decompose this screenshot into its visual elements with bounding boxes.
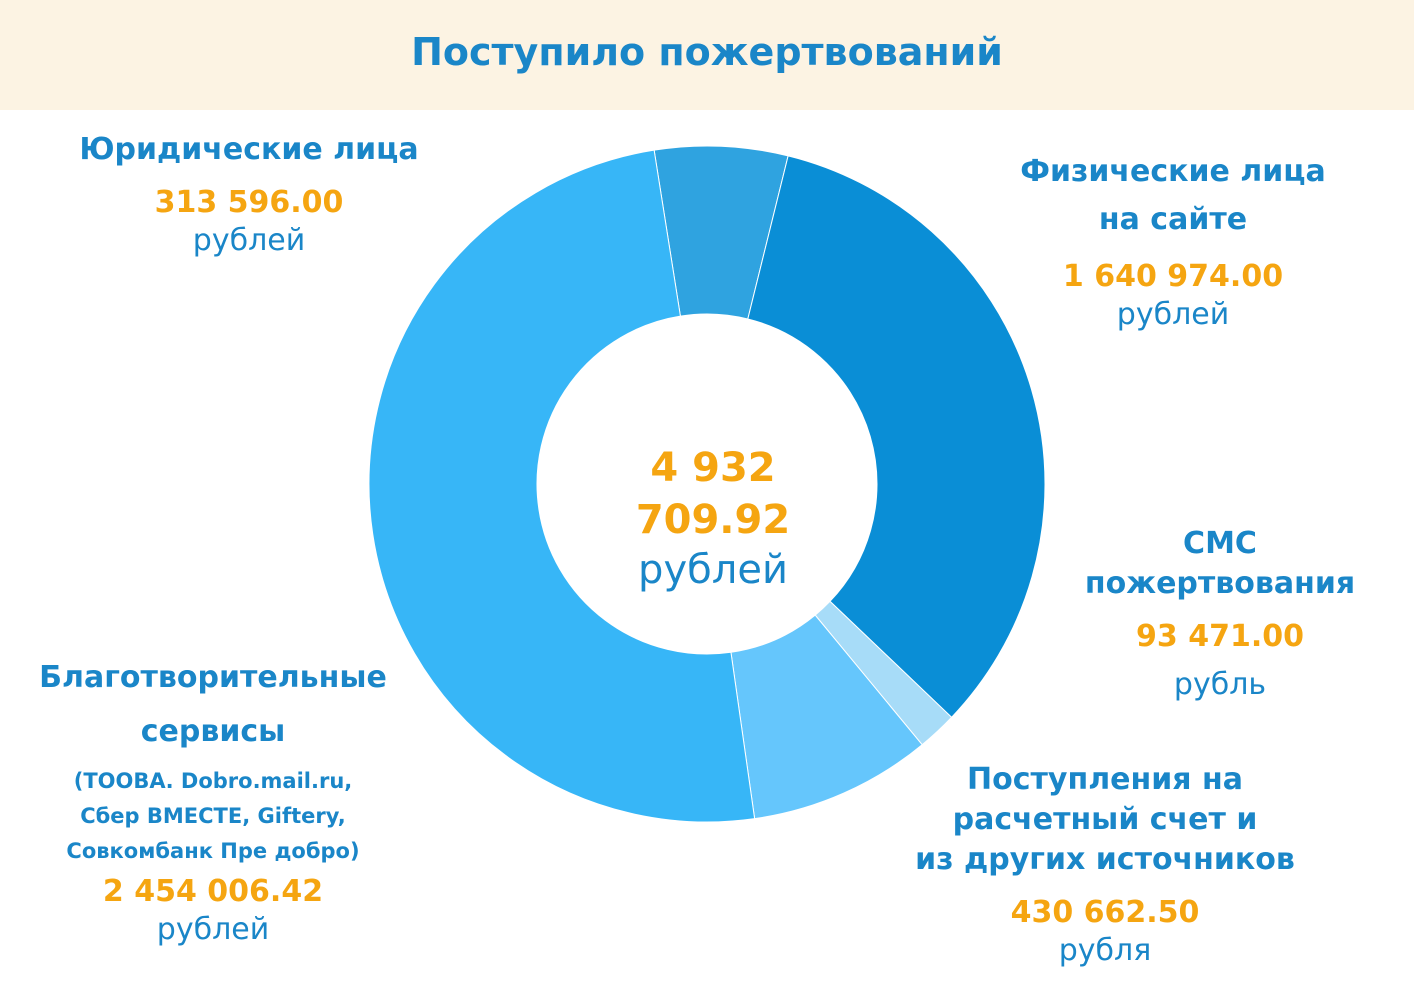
segment-name-line1: Поступления на <box>967 762 1243 797</box>
segment-unit: рублей <box>1116 297 1230 332</box>
total-label: 4 932 709.92 рублей <box>574 442 852 594</box>
label-individuals-site: Физические лица на сайте 1 640 974.00 ру… <box>968 148 1378 334</box>
segment-amount: 1 640 974.00 <box>1062 259 1284 294</box>
segment-unit: рубль <box>1173 667 1267 702</box>
segment-unit: рубля <box>1058 933 1152 968</box>
segment-detail-line: Сбер ВМЕСТЕ, Giftery, <box>80 804 346 828</box>
segment-unit: рублей <box>192 223 306 258</box>
label-sms-donations: СМС пожертвования 93 471.00 рубль <box>1050 524 1390 704</box>
segment-amount: 93 471.00 <box>1136 619 1304 654</box>
segment-amount: 2 454 006.42 <box>102 874 324 909</box>
segment-name-line1: Благотворительные <box>39 660 387 695</box>
label-legal-entities: Юридические лица 313 596.00 рублей <box>44 126 454 260</box>
total-amount: 4 932 709.92 <box>635 445 791 543</box>
segment-detail-line: Совкомбанк Пре добро) <box>66 839 360 863</box>
segment-detail-line: (ТООВА. Dobro.mail.ru, <box>73 769 353 793</box>
segment-name-line2: расчетный счет и <box>952 802 1258 837</box>
slice-individuals-site <box>747 155 1046 719</box>
title-banner <box>0 0 1414 110</box>
segment-amount: 430 662.50 <box>1010 895 1200 930</box>
label-bank-account-other: Поступления на расчетный счет и из други… <box>880 760 1330 970</box>
segment-unit: рублей <box>156 912 270 947</box>
slice-charity-services <box>368 149 756 823</box>
segment-name: Юридические лица <box>79 132 419 167</box>
segment-name-line2: сервисы <box>140 714 286 749</box>
segment-name-line3: из других источников <box>915 842 1295 877</box>
segment-name-line1: Физические лица <box>1020 154 1326 189</box>
segment-name-line2: на сайте <box>1098 202 1248 237</box>
segment-name-line2: пожертвования <box>1084 566 1356 601</box>
total-unit: рублей <box>638 547 788 593</box>
segment-name-line1: СМС <box>1183 526 1257 561</box>
segment-amount: 313 596.00 <box>154 185 344 220</box>
label-charity-services: Благотворительные сервисы (ТООВА. Dobro.… <box>4 654 422 949</box>
chart-title: Поступило пожертвований <box>411 30 1003 74</box>
